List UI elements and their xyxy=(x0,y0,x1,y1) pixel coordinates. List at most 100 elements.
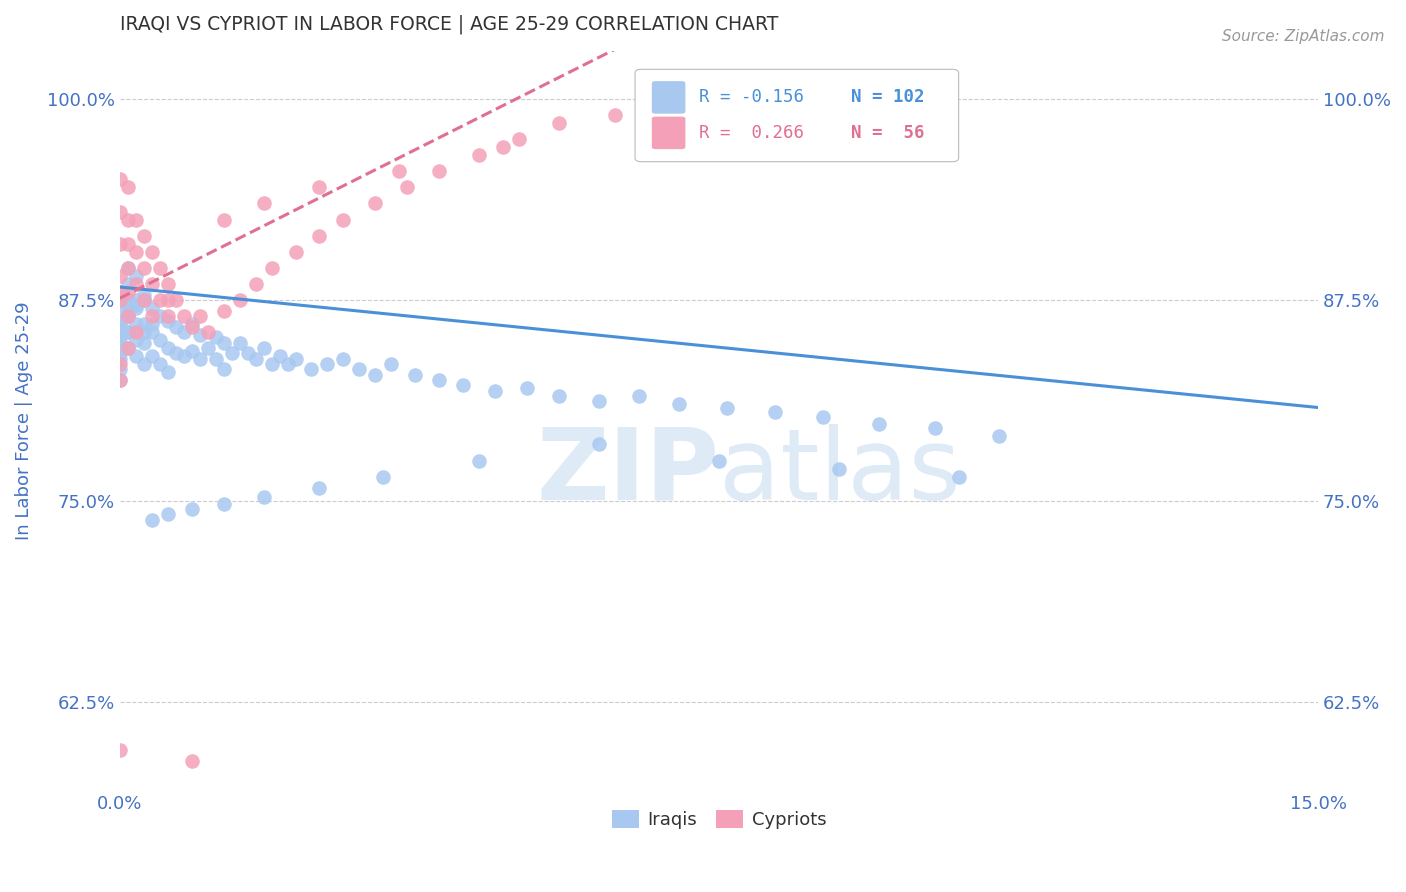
Point xyxy=(468,148,491,162)
Point xyxy=(380,357,402,371)
Point xyxy=(108,320,131,334)
Point xyxy=(141,244,163,259)
Point xyxy=(132,293,155,307)
Point xyxy=(197,341,219,355)
Point xyxy=(707,453,730,467)
Point xyxy=(117,325,139,339)
Point xyxy=(156,277,179,291)
Point xyxy=(260,260,283,275)
Point xyxy=(212,362,235,376)
Point xyxy=(117,260,139,275)
Point xyxy=(180,317,202,331)
Point xyxy=(197,325,219,339)
Point xyxy=(868,417,890,431)
Point xyxy=(165,320,187,334)
Point xyxy=(141,317,163,331)
Point xyxy=(516,381,538,395)
Point xyxy=(221,346,243,360)
Point xyxy=(117,341,139,355)
Point xyxy=(188,309,211,323)
Point xyxy=(332,212,354,227)
Point xyxy=(156,309,179,323)
Point xyxy=(125,325,148,339)
Point xyxy=(236,346,259,360)
Text: R = -0.156: R = -0.156 xyxy=(699,88,804,106)
Point xyxy=(125,277,148,291)
Point xyxy=(165,346,187,360)
Point xyxy=(260,357,283,371)
Point xyxy=(388,164,411,178)
Point xyxy=(212,212,235,227)
Point xyxy=(125,212,148,227)
Point xyxy=(141,301,163,315)
Legend: Iraqis, Cypriots: Iraqis, Cypriots xyxy=(605,803,834,837)
Point xyxy=(132,325,155,339)
Point xyxy=(332,352,354,367)
Point xyxy=(212,336,235,351)
Point xyxy=(396,180,419,194)
Point xyxy=(349,362,371,376)
Point xyxy=(548,389,571,403)
Text: N = 102: N = 102 xyxy=(851,88,924,106)
Point xyxy=(108,373,131,387)
Text: atlas: atlas xyxy=(718,424,960,521)
Point xyxy=(156,314,179,328)
Point xyxy=(149,293,172,307)
Point xyxy=(668,397,690,411)
Point xyxy=(603,108,626,122)
Point xyxy=(284,352,307,367)
Point xyxy=(108,293,131,307)
Point xyxy=(173,325,195,339)
Point xyxy=(548,116,571,130)
Point xyxy=(987,429,1010,443)
Point xyxy=(132,288,155,302)
Point xyxy=(180,344,202,359)
Point xyxy=(276,357,298,371)
Point xyxy=(117,293,139,307)
Point xyxy=(453,378,475,392)
Point xyxy=(180,501,202,516)
Point xyxy=(245,277,267,291)
Point xyxy=(204,330,226,344)
Point xyxy=(628,389,651,403)
Point xyxy=(924,421,946,435)
Point xyxy=(308,228,330,243)
Point xyxy=(132,260,155,275)
Point xyxy=(108,172,131,186)
Point xyxy=(308,481,330,495)
Text: ZIP: ZIP xyxy=(536,424,718,521)
Point xyxy=(108,373,131,387)
Point xyxy=(108,317,131,331)
Point xyxy=(108,285,131,299)
Point xyxy=(156,365,179,379)
Point xyxy=(117,212,139,227)
Point xyxy=(117,277,139,291)
Point xyxy=(763,405,786,419)
Point xyxy=(165,293,187,307)
Point xyxy=(180,320,202,334)
Point xyxy=(156,341,179,355)
Point xyxy=(117,285,139,299)
Point xyxy=(117,341,139,355)
Point xyxy=(149,309,172,323)
Point xyxy=(108,236,131,251)
Point xyxy=(125,244,148,259)
Point xyxy=(404,368,426,383)
Point xyxy=(252,196,274,211)
Point xyxy=(948,469,970,483)
Point xyxy=(132,293,155,307)
Point xyxy=(228,293,250,307)
Point xyxy=(108,743,131,757)
Point xyxy=(204,352,226,367)
Point xyxy=(117,180,139,194)
Point xyxy=(141,309,163,323)
Point xyxy=(117,309,139,323)
Text: R =  0.266: R = 0.266 xyxy=(699,124,804,142)
Point xyxy=(108,314,131,328)
Point xyxy=(484,384,506,399)
Point xyxy=(108,293,131,307)
Point xyxy=(108,341,131,355)
FancyBboxPatch shape xyxy=(652,81,685,113)
Point xyxy=(117,260,139,275)
Text: N =  56: N = 56 xyxy=(851,124,924,142)
